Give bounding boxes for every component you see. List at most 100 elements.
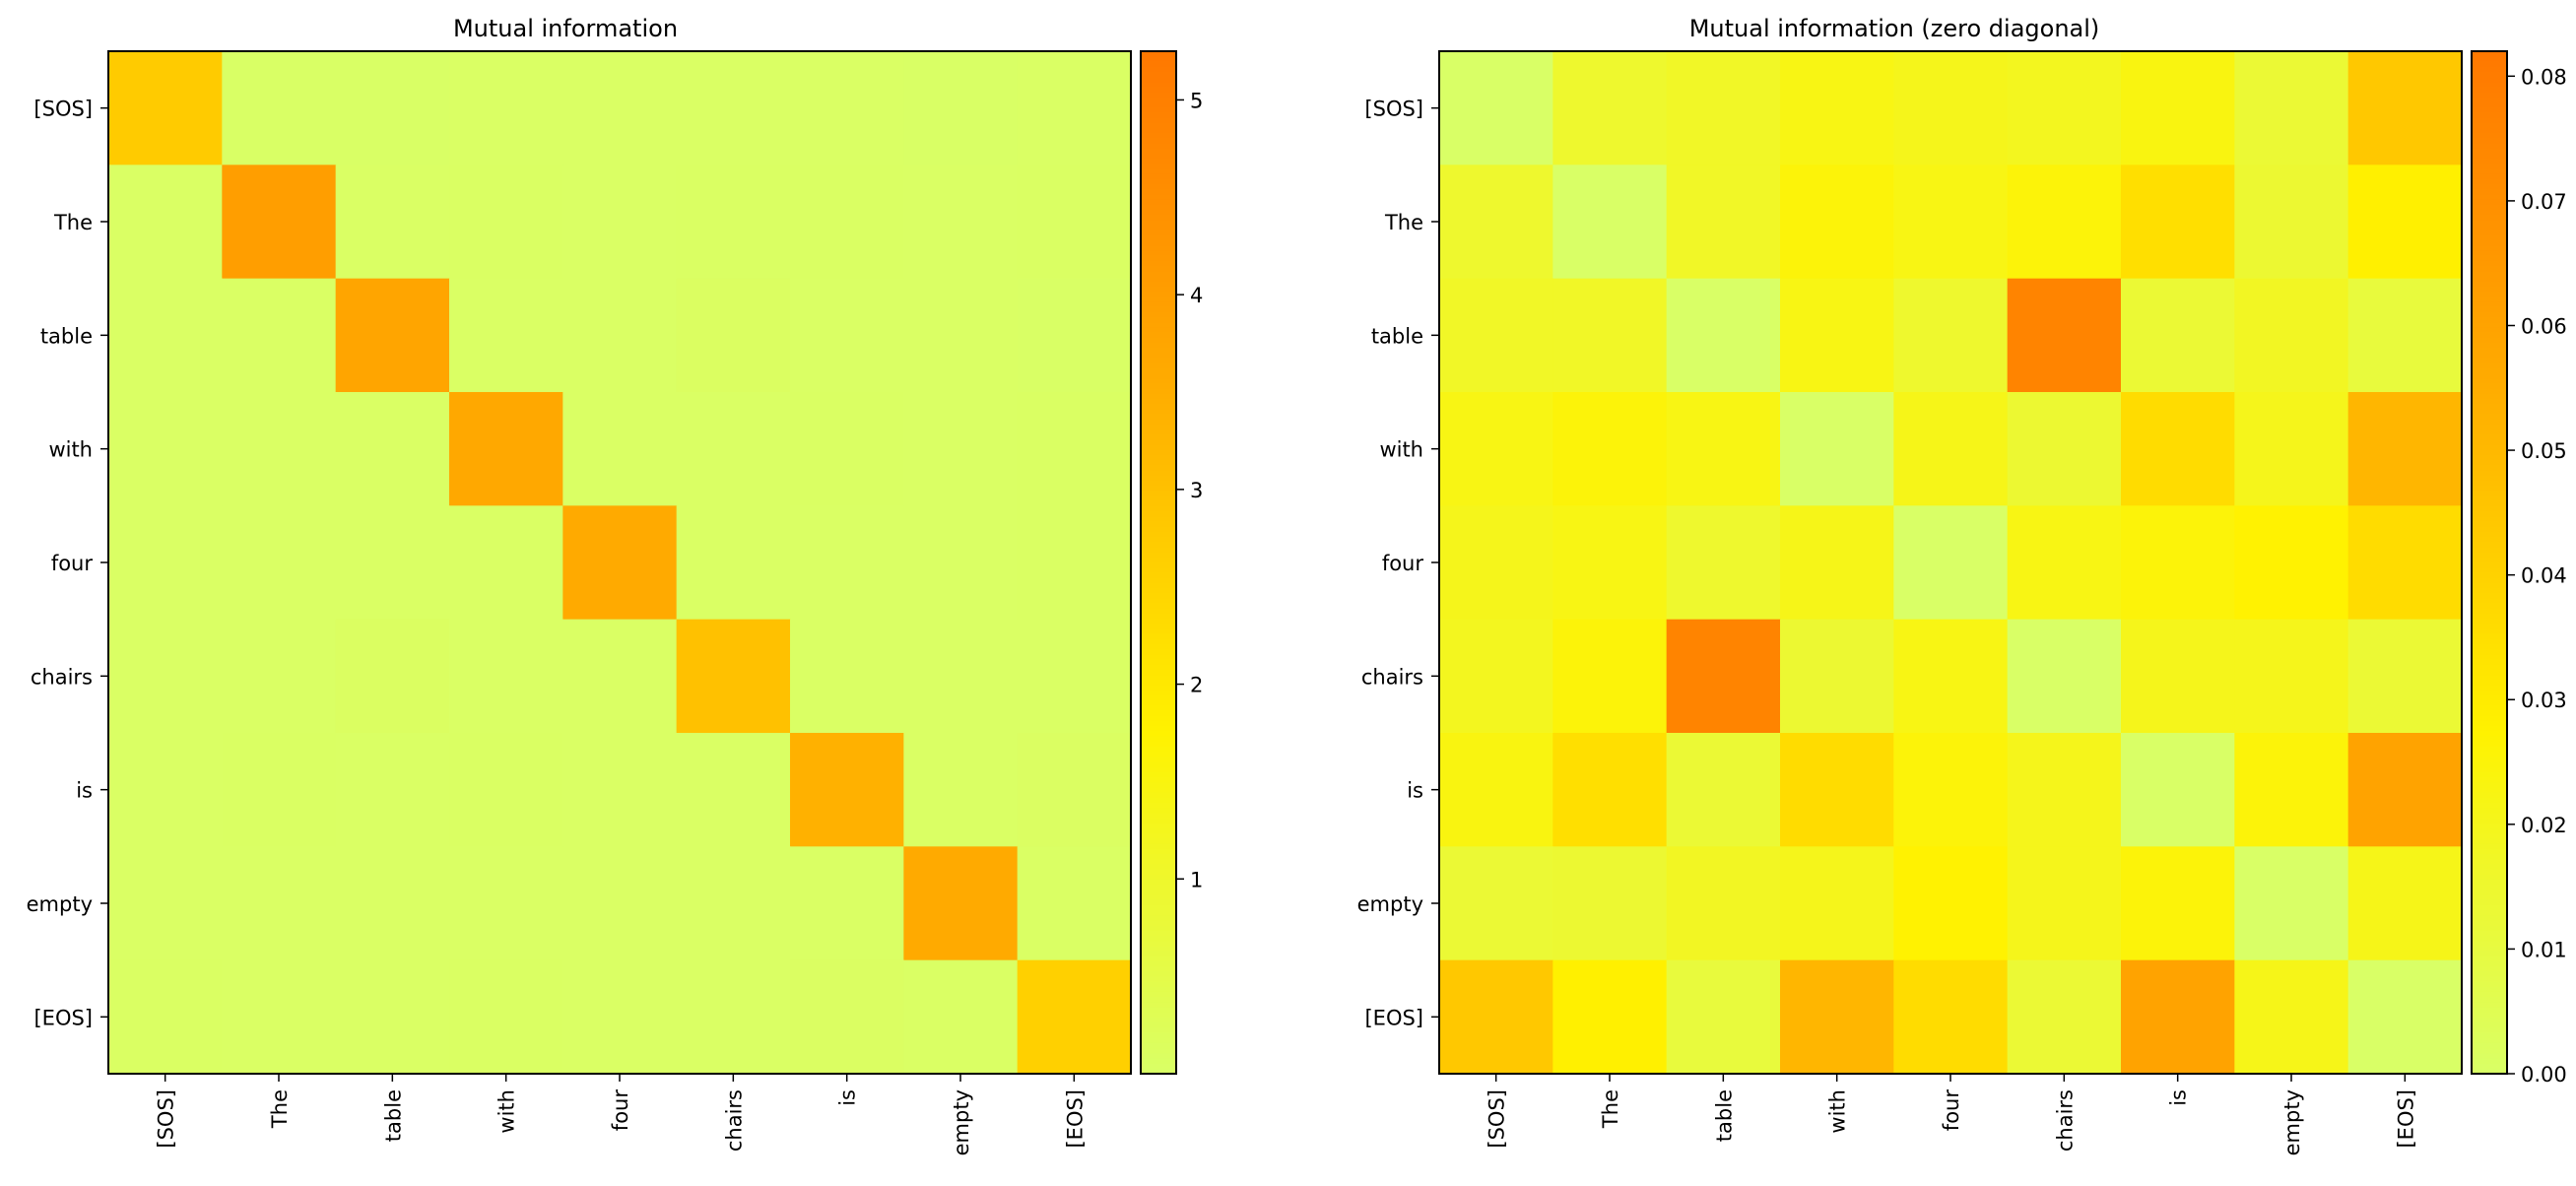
colorbar-segment xyxy=(1141,935,1176,942)
heatmap-cell xyxy=(222,959,337,1075)
colorbar-segment xyxy=(1141,827,1176,834)
colorbar-frame xyxy=(2471,50,2508,1075)
colorbar-segment xyxy=(1141,577,1176,584)
colorbar-segment xyxy=(2472,838,2507,845)
colorbar-segment xyxy=(2472,276,2507,283)
colorbar-segment xyxy=(1141,460,1176,466)
colorbar-segment xyxy=(2472,787,2507,794)
colorbar-segment xyxy=(1141,853,1176,860)
colorbar-segment xyxy=(2472,281,2507,288)
colorbar-segment xyxy=(2472,542,2507,549)
colorbar-segment xyxy=(1141,117,1176,124)
colorbar-segment xyxy=(2472,608,2507,615)
colorbar-segment xyxy=(2472,633,2507,640)
colorbar-segment xyxy=(2472,613,2507,620)
colorbar-segment xyxy=(2472,220,2507,227)
colorbar-segment xyxy=(1141,306,1176,313)
colorbar-tick-label: 4 xyxy=(1190,284,1203,307)
colorbar-segment xyxy=(1141,291,1176,297)
colorbar-segment xyxy=(2472,864,2507,870)
colorbar-segment xyxy=(1141,455,1176,461)
colorbar-segment xyxy=(1141,731,1176,738)
heatmap-cell xyxy=(1439,392,1553,506)
colorbar-tick-label: 0.00 xyxy=(2521,1063,2567,1087)
colorbar-segment xyxy=(2472,593,2507,599)
colorbar-segment xyxy=(2472,915,2507,921)
colorbar-segment xyxy=(1141,348,1176,354)
colorbar-segment xyxy=(2472,1007,2507,1014)
heatmap-cell xyxy=(2121,165,2235,280)
heatmap-cell xyxy=(222,846,337,961)
colorbar-segment xyxy=(2472,255,2507,262)
heatmap-cell xyxy=(2121,392,2235,506)
y-tick-label: is xyxy=(1407,779,1423,803)
heatmap-cell xyxy=(1780,619,1894,734)
heatmap-cell xyxy=(2121,51,2235,165)
heatmap-cell xyxy=(1893,733,2009,847)
heatmap-cell xyxy=(2347,846,2463,961)
colorbar-segment xyxy=(1141,122,1176,129)
colorbar-segment xyxy=(1141,378,1176,384)
colorbar-segment xyxy=(2472,874,2507,881)
heatmap-cell xyxy=(903,51,1019,165)
colorbar-segment xyxy=(2472,505,2507,512)
colorbar-segment xyxy=(1141,133,1176,139)
heatmap-cell xyxy=(335,959,450,1075)
colorbar-segment xyxy=(2472,577,2507,584)
colorbar-segment xyxy=(2472,414,2507,421)
colorbar-segment xyxy=(2472,250,2507,257)
colorbar-segment xyxy=(1141,746,1176,753)
heatmap-cell xyxy=(1780,165,1894,280)
colorbar-segment xyxy=(1141,567,1176,573)
colorbar-segment xyxy=(1141,715,1176,722)
colorbar-segment xyxy=(2472,388,2507,395)
heatmap-cell xyxy=(1780,392,1894,506)
heatmap-cell xyxy=(1893,165,2009,280)
heatmap-cell xyxy=(903,165,1019,280)
colorbar-segment xyxy=(1141,383,1176,390)
colorbar-segment xyxy=(1141,761,1176,768)
colorbar-segment xyxy=(2472,301,2507,308)
colorbar-segment xyxy=(2472,209,2507,216)
heatmap-cell xyxy=(2007,619,2122,734)
heatmap-cell xyxy=(2347,165,2463,280)
colorbar-segment xyxy=(1141,603,1176,610)
colorbar-segment xyxy=(2472,516,2507,523)
colorbar-segment xyxy=(1141,153,1176,160)
colorbar-segment xyxy=(1141,500,1176,507)
heatmap-cell xyxy=(790,51,904,165)
y-tick-label: [EOS] xyxy=(33,1006,93,1029)
mutual-information-zero-diagonal-chart: Mutual information (zero diagonal) [SOS]… xyxy=(1357,15,2567,1155)
colorbar-segment xyxy=(1141,915,1176,921)
heatmap-cell xyxy=(449,392,563,506)
colorbar-segment xyxy=(2472,240,2507,246)
colorbar-segment xyxy=(1141,884,1176,890)
heatmap-cell xyxy=(1666,392,1781,506)
colorbar-tick-label: 0.05 xyxy=(2521,439,2567,463)
colorbar-segment xyxy=(2472,986,2507,993)
colorbar-segment xyxy=(1141,61,1176,68)
colorbar-segment xyxy=(1141,562,1176,568)
colorbar-tick-label: 0.01 xyxy=(2521,938,2567,961)
colorbar-segment xyxy=(2472,598,2507,605)
colorbar-segment xyxy=(1141,833,1176,839)
colorbar-segment xyxy=(2472,925,2507,932)
heatmap-cell xyxy=(562,505,678,621)
colorbar-segment xyxy=(1141,694,1176,701)
colorbar-segment xyxy=(2472,997,2507,1003)
colorbar-segment xyxy=(2472,766,2507,773)
colorbar-segment xyxy=(1141,265,1176,272)
heatmap-cell xyxy=(222,619,337,734)
heatmap-cell xyxy=(1017,846,1132,961)
colorbar-segment xyxy=(2472,429,2507,435)
x-tick-label: [EOS] xyxy=(1063,1089,1087,1149)
x-tick-label: four xyxy=(1940,1089,1963,1132)
heatmap-cell xyxy=(2347,959,2463,1075)
colorbar-segment xyxy=(2472,500,2507,507)
heatmap-cell xyxy=(676,165,791,280)
heatmap-cell xyxy=(562,51,678,165)
colorbar-segment xyxy=(1141,920,1176,927)
x-tick-label: with xyxy=(1826,1089,1850,1134)
heatmap-cell xyxy=(903,959,1019,1075)
